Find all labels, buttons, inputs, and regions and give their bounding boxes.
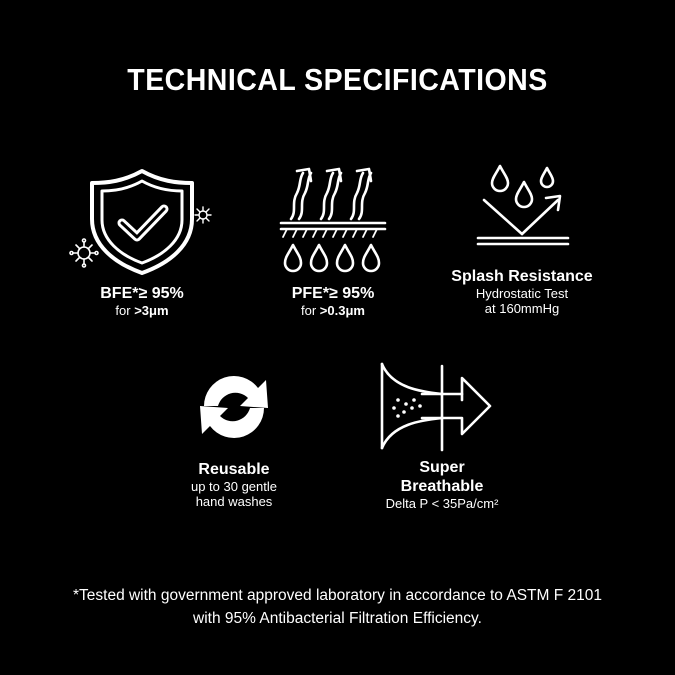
spec-pfe-label: PFE*≥ 95% [291, 285, 375, 302]
spec-pfe-sub-prefix: for [301, 303, 320, 318]
filtration-arrows-icon [279, 167, 387, 273]
spec-pfe-sub-value: >0.3μm [319, 303, 365, 318]
spec-breathable-label-line1: Super [419, 459, 465, 476]
page-title: TECHNICAL SPECIFICATIONS [127, 62, 548, 97]
spec-reusable-sub-line1: up to 30 gentle [190, 479, 278, 494]
spec-reusable-sub-line2: hand washes [195, 494, 273, 509]
spec-breathable-label-line2: Breathable [400, 478, 484, 495]
footnote: *Tested with government approved laborat… [0, 584, 675, 630]
spec-breathable-sub: Delta P < 35Pa/cm² [385, 496, 499, 511]
recycle-arrows-icon [200, 376, 268, 438]
spec-bfe-sub-prefix: for [115, 303, 135, 318]
shield-check-icon [69, 169, 212, 275]
spec-splash-sub-line2: at 160mmHg [484, 301, 560, 316]
spec-reusable-label: Reusable [198, 461, 270, 478]
spec-pfe-sub: for >0.3μm [253, 303, 413, 318]
spec-splash: Splash Resistance Hydrostatic Test at 16… [432, 158, 612, 316]
spec-breathable: Super Breathable Delta P < 35Pa/cm² [352, 360, 532, 511]
airflow-arrow-icon [380, 362, 492, 452]
spec-bfe-sub-value: >3μm [134, 303, 169, 318]
spec-bfe-label: BFE*≥ 95% [100, 285, 184, 302]
water-drops-deflect-icon [476, 164, 570, 246]
spec-splash-label: Splash Resistance [451, 268, 593, 285]
spec-pfe: PFE*≥ 95% for >0.3μm [253, 165, 413, 318]
spec-bfe-sub: for >3μm [62, 303, 222, 318]
footnote-line2: with 95% Antibacterial Filtration Effici… [193, 610, 482, 627]
spec-bfe: BFE*≥ 95% for >3μm [62, 165, 222, 318]
footnote-line1: *Tested with government approved laborat… [72, 587, 602, 604]
spec-splash-sub-line1: Hydrostatic Test [475, 286, 569, 301]
spec-reusable: Reusable up to 30 gentle hand washes [154, 362, 314, 509]
